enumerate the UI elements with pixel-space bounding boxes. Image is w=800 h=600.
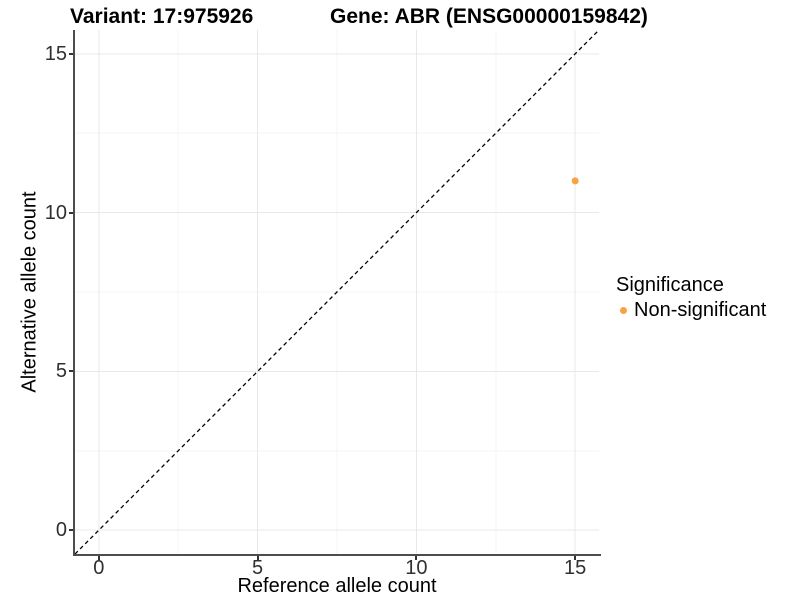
y-tick-label: 10 — [44, 201, 67, 224]
y-axis-title: Alternative allele count — [18, 191, 41, 393]
y-tick-label: 0 — [55, 519, 67, 542]
y-axis-line — [73, 30, 75, 556]
x-axis-line — [73, 554, 601, 556]
legend-item-label: Non-significant — [634, 299, 767, 321]
x-tick-mark — [97, 556, 100, 560]
y-tick-label: 15 — [44, 42, 67, 65]
y-tick-mark — [69, 211, 73, 214]
legend-point-icon — [620, 306, 627, 314]
plot-title-variant: Variant: 17:975926 — [70, 5, 254, 28]
x-tick-mark — [415, 556, 418, 560]
legend: Significance Non-significant — [616, 274, 766, 322]
plot-canvas — [75, 30, 599, 554]
x-tick-label: 5 — [252, 557, 264, 579]
data-point — [571, 177, 579, 185]
y-tick-mark — [69, 529, 73, 532]
x-tick-label: 0 — [93, 557, 105, 579]
x-tick-label: 10 — [405, 557, 428, 579]
legend-item-non-significant: Non-significant — [616, 298, 766, 322]
x-tick-mark — [574, 556, 577, 560]
x-axis-title: Reference allele count — [237, 575, 437, 597]
y-tick-label: 5 — [55, 360, 67, 383]
plot-panel — [75, 30, 599, 554]
legend-title: Significance — [616, 274, 724, 296]
y-tick-mark — [69, 52, 73, 55]
plot-title-gene: Gene: ABR (ENSG00000159842) — [330, 5, 648, 28]
x-tick-mark — [256, 556, 259, 560]
x-tick-label: 15 — [564, 557, 587, 579]
y-tick-mark — [69, 370, 73, 373]
identity-reference-line — [75, 30, 599, 554]
